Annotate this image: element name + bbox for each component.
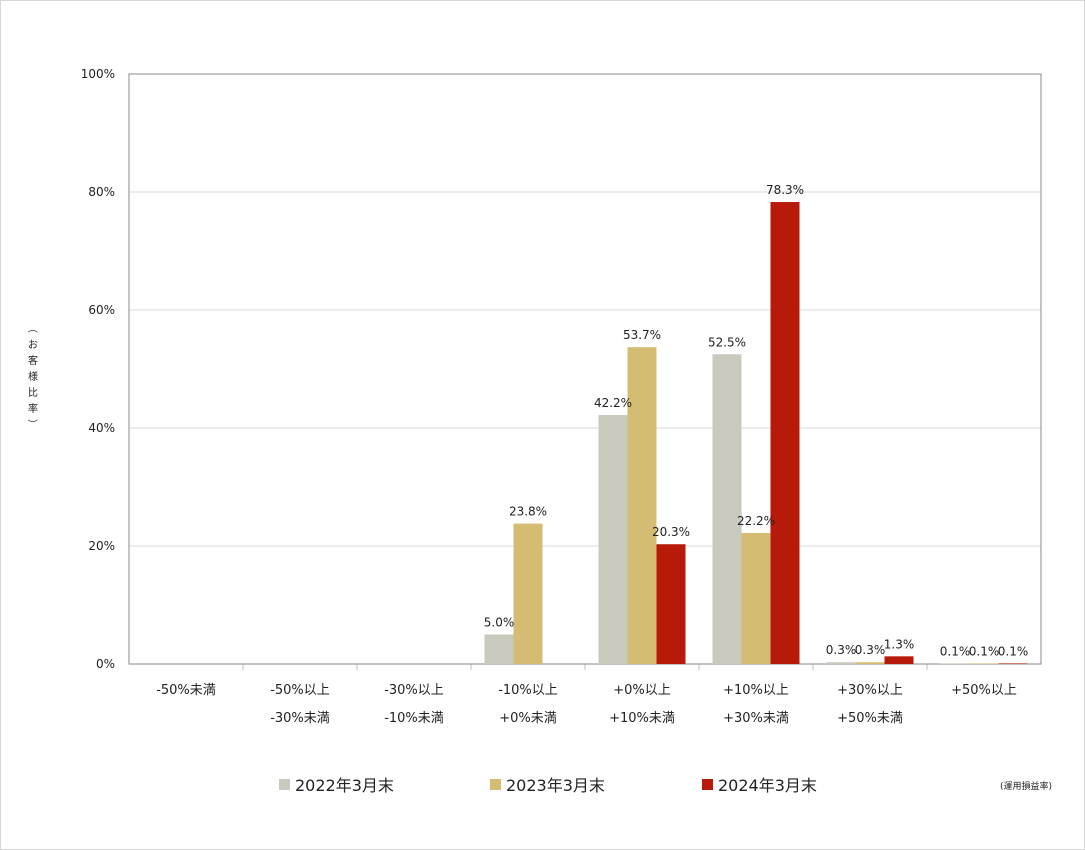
y-tick-label: 80% (88, 185, 115, 199)
category-label: -50%未満 (156, 683, 216, 698)
category-label: +0%以上 (613, 683, 671, 698)
category-label: +50%未満 (837, 711, 903, 726)
y-label-char: 客 (28, 354, 38, 367)
data-label: 0.1% (940, 644, 971, 658)
bar (513, 523, 543, 664)
legend: 2022年3月末 2023年3月末 2024年3月末 (279, 776, 817, 795)
legend-item: 2024年3月末 (702, 776, 817, 795)
data-label: 23.8% (509, 505, 547, 519)
data-label: 0.3% (855, 643, 886, 657)
bar (884, 656, 914, 664)
category-label: -10%以上 (498, 683, 558, 698)
category-label: +50%以上 (951, 683, 1017, 698)
y-label-char: （ (26, 323, 38, 333)
category-label: +30%以上 (837, 683, 903, 698)
data-label: 53.7% (623, 328, 661, 342)
category-label: +30%未満 (723, 711, 789, 726)
y-label-char: 様 (28, 370, 38, 383)
y-tick-label: 0% (96, 657, 115, 671)
data-label: 0.3% (826, 643, 857, 657)
data-label: 42.2% (594, 396, 632, 410)
legend-item: 2023年3月末 (490, 776, 605, 795)
data-label: 5.0% (484, 616, 515, 630)
data-label: 1.3% (884, 637, 915, 651)
gridlines (129, 191, 1041, 670)
y-label-char: お (28, 339, 38, 351)
legend-swatch (702, 779, 713, 790)
legend-label: 2024年3月末 (718, 776, 817, 795)
bar (969, 663, 999, 664)
category-label: -10%未満 (384, 711, 444, 726)
y-label-char: 率 (28, 402, 38, 415)
bar (826, 662, 856, 664)
plot-area-border (128, 73, 1042, 665)
y-label-char: ） (26, 419, 38, 429)
y-label-char: 比 (28, 387, 38, 399)
data-label: 78.3% (766, 183, 804, 197)
category-label: +0%未満 (499, 711, 557, 726)
x-axis-note: (運用損益率) (1000, 780, 1052, 792)
category-label: +10%以上 (723, 683, 789, 698)
data-label: 52.5% (708, 335, 746, 349)
x-axis-categories: -50%未満 -50%以上 -30%未満 -30%以上 -10%未満 -10%以上 +0%未… (156, 683, 1017, 726)
bar (770, 202, 800, 664)
y-tick-label: 100% (81, 67, 115, 81)
y-tick-label: 20% (88, 539, 115, 553)
bar (484, 634, 514, 664)
y-tick-label: 40% (88, 421, 115, 435)
legend-item: 2022年3月末 (279, 776, 394, 795)
y-tick-label: 60% (88, 303, 115, 317)
bar (598, 415, 628, 664)
bar (627, 347, 657, 664)
legend-label: 2022年3月末 (295, 776, 394, 795)
data-label: 20.3% (652, 525, 690, 539)
bar (712, 354, 742, 664)
legend-label: 2023年3月末 (506, 776, 605, 795)
data-label: 0.1% (969, 644, 1000, 658)
bar (940, 663, 970, 664)
bars (484, 202, 1028, 664)
bar (656, 544, 686, 664)
category-label: -50%以上 (270, 683, 330, 698)
bar (855, 662, 885, 664)
category-label: -30%以上 (384, 683, 444, 698)
data-labels: 5.0% 23.8% 42.2% 53.7% 20.3% 52.5% 22.2% 78.3% 0… (484, 183, 1029, 658)
data-label: 22.2% (737, 514, 775, 528)
legend-swatch (490, 779, 501, 790)
category-label: +10%未満 (609, 711, 675, 726)
data-label: 0.1% (998, 644, 1029, 658)
bar (741, 533, 771, 664)
y-axis-ticks: 0% 20% 40% 60% 80% 100% (81, 67, 115, 671)
category-label: -30%未満 (270, 711, 330, 726)
legend-swatch (279, 779, 290, 790)
bar (998, 663, 1028, 664)
